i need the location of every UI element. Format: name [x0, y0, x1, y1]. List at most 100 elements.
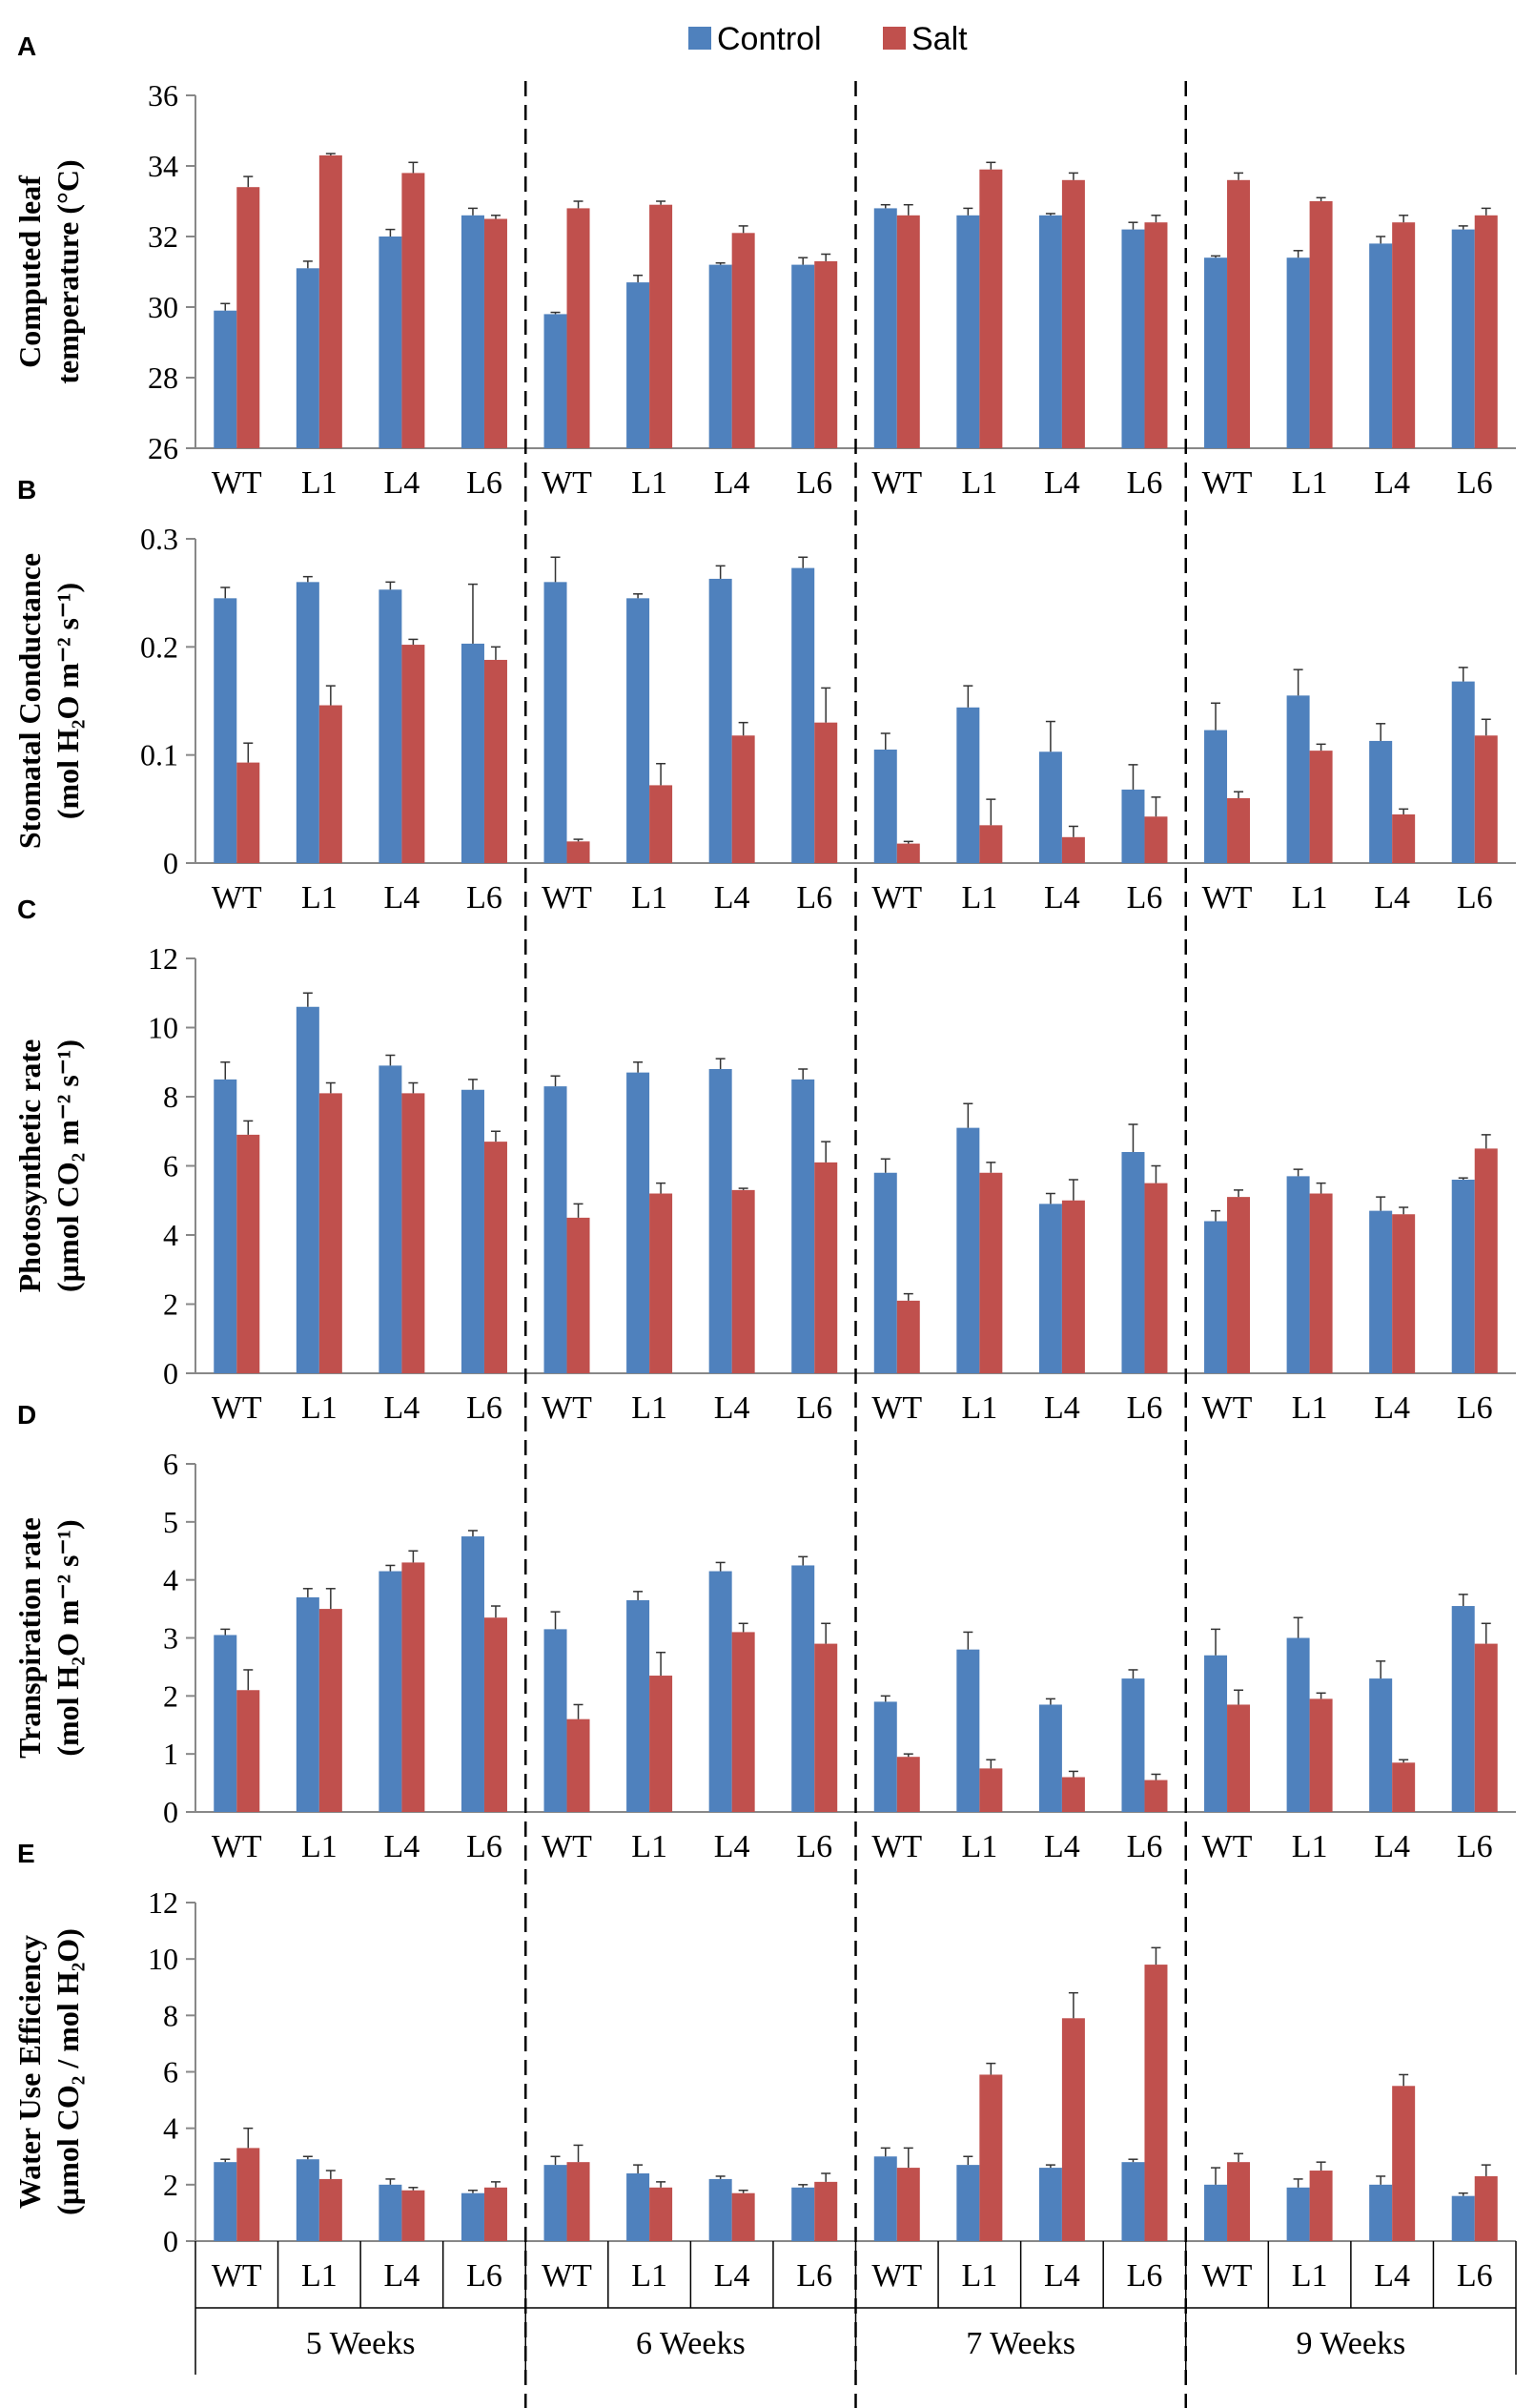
bar-control	[1451, 2195, 1475, 2241]
x-category-label: L6	[466, 465, 502, 501]
x-category-label: L6	[1127, 465, 1163, 501]
x-category-label: L1	[301, 1829, 338, 1864]
bar-control	[873, 2156, 897, 2241]
bar-salt	[1309, 751, 1333, 863]
y-tick-label: 12	[148, 1885, 178, 1920]
x-category-label: L1	[1292, 880, 1328, 916]
bar-salt	[483, 659, 507, 863]
x-category-label: WT	[871, 880, 922, 916]
bar-control	[1121, 229, 1145, 448]
x-category-label: L1	[301, 2258, 338, 2294]
x-category-label: L6	[796, 465, 832, 501]
week-dividers	[524, 81, 1187, 2408]
bar-salt	[979, 1172, 1003, 1373]
bar-salt	[483, 218, 507, 448]
bar-salt	[401, 645, 425, 863]
x-category-label: L4	[1044, 2258, 1080, 2294]
bar-salt	[814, 1643, 838, 1812]
bar-salt	[1061, 836, 1085, 863]
x-category-label: WT	[871, 465, 922, 501]
bar-salt	[1392, 222, 1416, 448]
x-category-label: WT	[212, 1829, 262, 1864]
bar-control	[379, 1571, 402, 1812]
bar-salt	[979, 169, 1003, 448]
y-tick-label: 2	[163, 1678, 178, 1713]
week-label: 6 Weeks	[636, 2326, 746, 2361]
bar-salt	[814, 1162, 838, 1373]
bar-control	[460, 2192, 484, 2241]
x-category-label: L6	[1127, 1390, 1163, 1426]
bar-control	[1121, 1152, 1145, 1373]
y-tick-label: 10	[148, 1942, 178, 1976]
bar-salt	[318, 1093, 342, 1373]
y-tick-label: 0	[163, 1795, 178, 1829]
y-tick-label: 12	[148, 941, 178, 976]
bar-control	[956, 707, 980, 863]
x-category-label: WT	[542, 465, 592, 501]
x-category-label: L6	[796, 1390, 832, 1426]
bar-control	[1369, 1210, 1393, 1373]
bar-control	[543, 1629, 567, 1812]
x-category-label: L6	[1457, 2258, 1493, 2294]
y-tick-label: 5	[163, 1505, 178, 1539]
bar-salt	[731, 1632, 755, 1812]
bar-control	[379, 589, 402, 863]
bar-salt	[1144, 816, 1168, 863]
bar-salt	[1227, 2162, 1251, 2241]
bar-salt	[1227, 1197, 1251, 1373]
bar-control	[708, 2178, 732, 2241]
x-category-label: WT	[212, 1390, 262, 1426]
bar-salt	[1144, 1965, 1168, 2241]
bar-control	[1121, 2162, 1145, 2241]
y-tick-label: 34	[148, 149, 178, 183]
x-category-label: L4	[1044, 880, 1080, 916]
bar-salt	[1474, 1643, 1498, 1812]
x-category-label: L6	[466, 880, 502, 916]
y-tick-label: 6	[163, 1149, 178, 1183]
bar-salt	[566, 1719, 590, 1812]
bar-control	[379, 1065, 402, 1373]
x-category-label: WT	[212, 2258, 262, 2294]
bar-control	[296, 1006, 319, 1373]
bar-control	[708, 1069, 732, 1373]
bar-control	[460, 1089, 484, 1373]
x-category-label: L4	[1374, 2258, 1410, 2294]
y-tick-label: 0	[163, 2224, 178, 2258]
week-label: 9 Weeks	[1297, 2326, 1406, 2361]
panel-A: A 26 28 30 32 34 36 Computed leaf temperature (°…	[12, 31, 1516, 501]
x-category-label: L4	[1044, 1829, 1080, 1864]
bar-salt	[236, 762, 260, 863]
bar-control	[379, 237, 402, 448]
bar-control	[1121, 1678, 1145, 1812]
legend-salt-label: Salt	[911, 21, 968, 57]
bar-salt	[401, 1093, 425, 1373]
bar-salt	[896, 843, 920, 863]
x-category-label: L6	[1127, 1829, 1163, 1864]
bar-control	[1038, 1704, 1062, 1812]
x-category-label: L1	[631, 880, 667, 916]
x-category-label: L4	[1044, 465, 1080, 501]
bar-salt	[483, 1617, 507, 1812]
y-tick-label: 2	[163, 1287, 178, 1322]
bar-control	[791, 1565, 815, 1812]
x-category-label: L1	[1292, 2258, 1328, 2294]
y-axis-label-line: (µmol CO₂ m⁻² s⁻¹)	[51, 1039, 85, 1292]
bar-control	[1451, 229, 1475, 448]
bar-control	[626, 282, 650, 448]
bar-control	[956, 215, 980, 448]
panel-C: C 0 2 4 6 8 10 12 Photosynthetic rate (µmol CO₂ m…	[12, 895, 1516, 1426]
bar-salt	[1227, 798, 1251, 863]
bar-salt	[401, 2190, 425, 2241]
bar-salt	[1061, 1200, 1085, 1373]
y-tick-label: 32	[148, 219, 178, 254]
x-category-label: L6	[1457, 880, 1493, 916]
bar-control	[956, 2165, 980, 2241]
panel-E: E 0 2 4 6 8 10 12 Water Use Efficiency (µmol CO₂ …	[12, 1839, 1516, 2294]
bar-control	[1369, 740, 1393, 863]
bar-salt	[318, 154, 342, 448]
bar-control	[214, 1079, 237, 1373]
bar-salt	[1392, 2086, 1416, 2241]
x-category-label: L6	[1127, 880, 1163, 916]
